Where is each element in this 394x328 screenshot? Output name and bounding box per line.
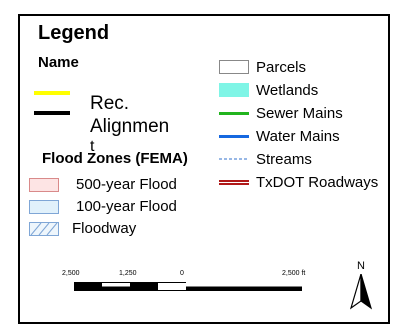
parcels-swatch xyxy=(219,60,249,74)
rec-alignment-yellow-line xyxy=(34,91,70,95)
legend-title: Legend xyxy=(38,22,110,44)
rec-alignment-black-line xyxy=(34,111,70,115)
scale-tick-0: 0 xyxy=(180,270,184,277)
wetlands-label: Wetlands xyxy=(256,82,319,99)
rec-label-line2: Alignmen xyxy=(90,116,170,137)
streams-line xyxy=(219,158,249,160)
streams-label: Streams xyxy=(256,151,312,168)
scale-tick-2500-right: 2,500 ft xyxy=(282,270,306,277)
flood-500-label: 500-year Flood xyxy=(76,176,177,193)
txdot-roadways-label: TxDOT Roadways xyxy=(256,174,379,191)
sewer-mains-line xyxy=(219,112,249,115)
flood-100-swatch xyxy=(29,200,59,214)
floodway-swatch xyxy=(29,222,59,236)
txdot-roadways-line xyxy=(219,180,249,185)
legend-panel: Legend Name Rec. Alignmen t Flood Zones … xyxy=(18,14,390,324)
rec-label-line1: Rec. xyxy=(90,93,130,114)
scale-tick-1250: 1,250 xyxy=(119,270,137,277)
water-mains-line xyxy=(219,135,249,138)
water-mains-label: Water Mains xyxy=(256,128,340,145)
north-arrow-icon xyxy=(349,274,373,310)
flood-zones-heading: Flood Zones (FEMA) xyxy=(42,150,188,167)
sewer-mains-label: Sewer Mains xyxy=(256,105,343,122)
flood-500-swatch xyxy=(29,178,59,192)
parcels-label: Parcels xyxy=(256,59,307,76)
scale-bar xyxy=(74,282,302,291)
floodway-label: Floodway xyxy=(72,220,137,237)
flood-100-label: 100-year Flood xyxy=(76,198,177,215)
wetlands-swatch xyxy=(219,83,249,97)
name-heading: Name xyxy=(38,54,79,71)
scale-tick-2500-left: 2,500 xyxy=(62,270,80,277)
north-label: N xyxy=(357,260,365,272)
rec-label-line3: t xyxy=(90,138,95,155)
